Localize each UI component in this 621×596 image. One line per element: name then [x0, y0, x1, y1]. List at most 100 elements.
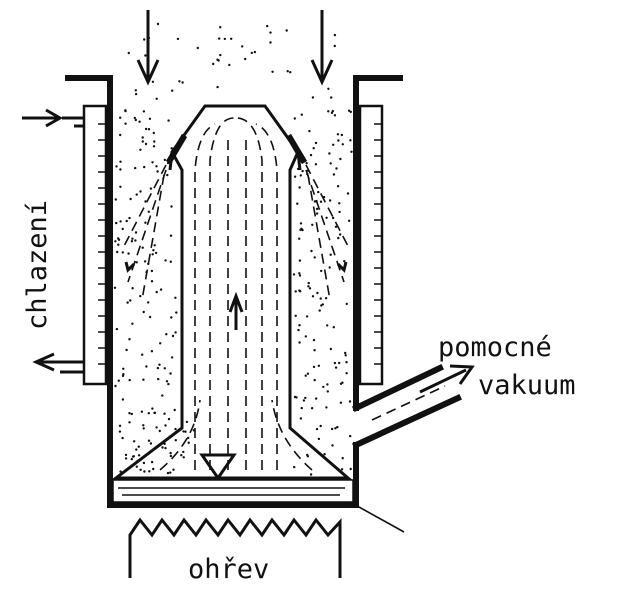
- gas-particle: [298, 186, 301, 189]
- gas-particle: [324, 297, 328, 300]
- cooling-jacket-right: [358, 104, 384, 386]
- gas-particle: [144, 142, 148, 146]
- gas-particle: [117, 243, 120, 246]
- gas-particle: [174, 331, 177, 334]
- gas-particle: [297, 161, 300, 164]
- gas-particle: [166, 173, 169, 177]
- gas-particle: [326, 390, 329, 393]
- gas-particle: [316, 291, 319, 295]
- gas-particle: [228, 63, 231, 67]
- gas-particle: [115, 221, 118, 225]
- gas-particle: [158, 429, 161, 433]
- gas-particle: [139, 468, 142, 471]
- gas-particle: [150, 350, 154, 353]
- gas-particle: [176, 37, 180, 41]
- gas-particle: [347, 219, 351, 222]
- gas-particle: [154, 251, 158, 255]
- gas-particle: [313, 200, 317, 203]
- gas-particle: [147, 210, 150, 213]
- gas-particle: [163, 442, 166, 446]
- gas-particle: [320, 269, 323, 273]
- gas-particle: [340, 468, 344, 471]
- gas-particle: [286, 70, 289, 73]
- gas-particle: [142, 378, 145, 381]
- gas-particle: [185, 420, 189, 424]
- gas-particle: [306, 453, 309, 457]
- gas-particle: [138, 120, 141, 123]
- gas-particle: [153, 411, 156, 415]
- gas-particle: [308, 287, 312, 290]
- gas-particle: [130, 457, 133, 461]
- gas-particle: [230, 37, 233, 40]
- gas-particle: [143, 260, 147, 263]
- gas-particle: [172, 468, 175, 471]
- gas-particle: [149, 442, 153, 445]
- gas-particle: [332, 326, 335, 329]
- gas-particle: [169, 451, 172, 455]
- gas-particle: [319, 297, 322, 300]
- gas-particle: [169, 260, 172, 263]
- gas-particle: [173, 408, 176, 412]
- gas-particle: [196, 46, 199, 50]
- gas-particle: [293, 117, 296, 120]
- gas-particle: [309, 153, 313, 157]
- gas-particle: [126, 301, 129, 304]
- gas-particle: [311, 96, 315, 99]
- gas-particle: [306, 372, 310, 375]
- gas-particle: [114, 198, 118, 201]
- gas-particle: [300, 406, 303, 410]
- gas-particle: [329, 253, 332, 256]
- gas-particle: [180, 454, 183, 457]
- gas-particle: [346, 192, 350, 195]
- gas-particle: [317, 437, 321, 441]
- gas-particle: [337, 139, 340, 142]
- gas-particle: [325, 406, 328, 409]
- gas-particle: [139, 294, 142, 298]
- gas-particle: [144, 200, 147, 203]
- gas-particle: [301, 169, 304, 173]
- gas-particle: [159, 288, 163, 291]
- gas-particle: [338, 202, 341, 205]
- gas-particle: [117, 379, 121, 382]
- gas-particle: [341, 143, 344, 146]
- gas-particle: [331, 444, 334, 447]
- gas-particle: [341, 457, 344, 460]
- gas-particle: [341, 381, 344, 384]
- gas-particle: [322, 195, 326, 199]
- gas-particle: [164, 446, 167, 450]
- gas-particle: [319, 424, 322, 428]
- gas-particle: [250, 51, 253, 55]
- gas-particle: [140, 410, 144, 413]
- gas-particle: [320, 304, 323, 307]
- gas-particle: [336, 185, 340, 188]
- gas-particle: [167, 119, 170, 122]
- gas-particle: [142, 424, 145, 427]
- gas-particle: [163, 158, 166, 162]
- gas-particle: [329, 162, 332, 165]
- gas-particle: [152, 249, 155, 252]
- gas-particle: [165, 333, 168, 336]
- gas-particle: [151, 161, 154, 164]
- gas-particle: [338, 361, 341, 365]
- gas-particle: [148, 117, 152, 121]
- gas-particle: [122, 373, 125, 376]
- gas-particle: [128, 216, 131, 220]
- gas-particle: [152, 131, 155, 135]
- gas-particle: [142, 461, 146, 465]
- gas-particle: [150, 280, 154, 283]
- gas-particle: [152, 145, 156, 148]
- gas-particle: [130, 412, 133, 416]
- gas-particle: [329, 347, 333, 351]
- cooling-flow-arrows: [22, 108, 78, 372]
- gas-particle: [322, 385, 325, 389]
- gas-particle: [339, 233, 342, 236]
- gas-particle: [156, 366, 160, 370]
- gas-particle: [143, 470, 146, 473]
- gas-particle: [121, 398, 125, 401]
- gas-particle: [319, 200, 323, 203]
- aux-vacuum-label-2: vakuum: [478, 370, 576, 401]
- gas-particle: [141, 246, 144, 249]
- gas-particle: [128, 421, 131, 424]
- gas-particle: [182, 450, 185, 454]
